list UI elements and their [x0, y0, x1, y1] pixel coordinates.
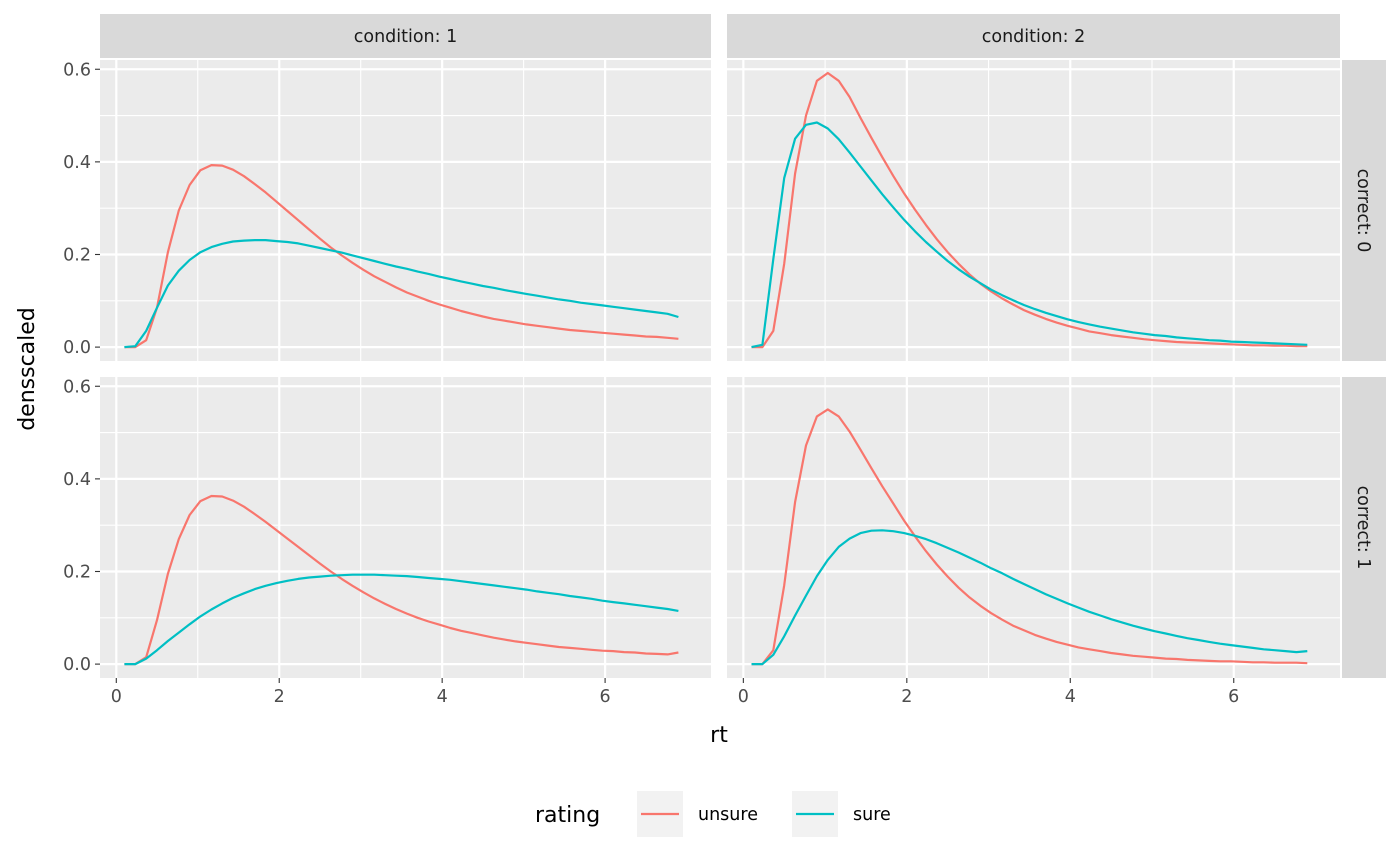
y-tick-label: 0.6	[63, 60, 91, 80]
strip-col-0-background	[100, 14, 711, 58]
legend-title: rating	[535, 803, 600, 828]
x-tick-label: 0	[111, 687, 122, 707]
x-axis-title: rt	[710, 723, 728, 748]
panel-background	[727, 60, 1340, 361]
x-tick-label: 6	[600, 687, 611, 707]
panel-r0-c0	[100, 60, 711, 361]
legend-label-sure: sure	[853, 805, 891, 825]
strip-row-0-background	[1342, 60, 1386, 361]
axes-layer: 0.0 0.2 0.4 0.6 0.0 0.2 0.4 0.6 0 2 4 6 0 2 4 6	[63, 60, 1239, 707]
panel-r0-c1	[727, 60, 1340, 361]
legend-entry-unsure: unsure	[637, 791, 758, 837]
y-tick-label: 0.4	[63, 153, 91, 173]
panels-layer	[100, 60, 1340, 678]
panel-background	[727, 377, 1340, 678]
x-tick-label: 2	[901, 687, 912, 707]
strip-col-1-label: condition: 2	[982, 27, 1086, 47]
panel-background	[100, 377, 711, 678]
panel-r1-c0	[100, 377, 711, 678]
y-tick-label: 0.2	[63, 562, 91, 582]
series-line-sure-r1-c1	[751, 529, 1308, 666]
panel-background	[100, 60, 711, 361]
y-tick-label: 0.6	[63, 377, 91, 397]
y-tick-label: 0.2	[63, 245, 91, 265]
legend-label-unsure: unsure	[698, 805, 758, 825]
x-tick-label: 4	[1065, 687, 1076, 707]
x-tick-label: 4	[437, 687, 448, 707]
series-line-unsure-r0-c0	[124, 164, 679, 349]
strip-col-1-background	[727, 14, 1340, 58]
x-tick-label: 2	[274, 687, 285, 707]
series-line-sure-r0-c0	[124, 239, 679, 349]
series-line-unsure-r0-c1	[751, 71, 1308, 349]
x-tick-label: 0	[738, 687, 749, 707]
x-tick-label: 6	[1228, 687, 1239, 707]
strip-row-1-label: correct: 1	[1353, 486, 1373, 570]
y-tick-label: 0.0	[63, 338, 91, 358]
strips-layer: condition: 1 condition: 2 correct: 0 correc…	[100, 14, 1386, 678]
legend: rating unsure sure	[535, 791, 891, 837]
series-line-sure-r0-c1	[751, 121, 1308, 349]
series-line-sure-r1-c0	[124, 573, 679, 666]
strip-row-1-background	[1342, 377, 1386, 678]
series-line-unsure-r1-c0	[124, 494, 679, 666]
y-axis-title: densscaled	[15, 307, 40, 431]
series-line-unsure-r1-c1	[751, 408, 1308, 666]
y-tick-label: 0.0	[63, 655, 91, 675]
strip-row-0-label: correct: 0	[1353, 169, 1373, 253]
y-tick-label: 0.4	[63, 470, 91, 490]
legend-entry-sure: sure	[792, 791, 891, 837]
strip-col-0-label: condition: 1	[354, 27, 458, 47]
panel-r1-c1	[727, 377, 1340, 678]
